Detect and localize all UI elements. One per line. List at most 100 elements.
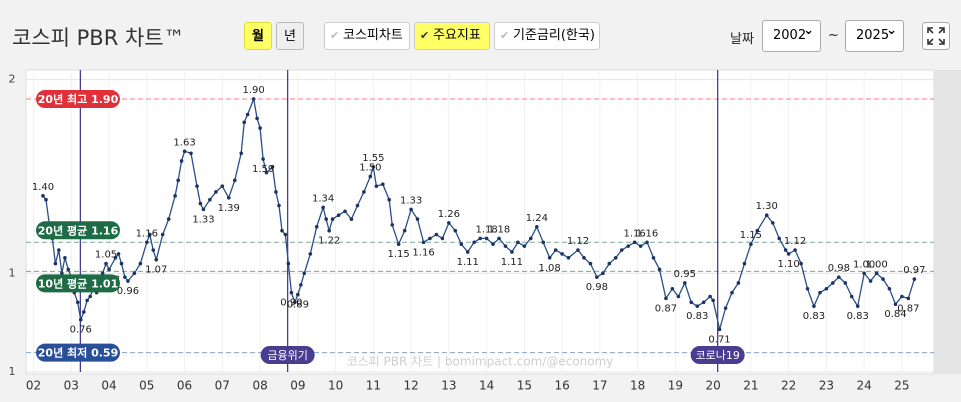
x-tick-label: 13 (441, 379, 456, 393)
reference-label: 20년 최고 1.90 (38, 92, 119, 106)
data-point (912, 277, 917, 281)
data-point (355, 203, 360, 208)
data-point (793, 248, 797, 252)
toggle[interactable]: 기준금리(한국) (494, 22, 600, 50)
data-point (104, 261, 108, 266)
data-point (818, 290, 822, 295)
value-label: 1.10 (778, 259, 800, 270)
data-point (849, 294, 854, 299)
data-point (380, 182, 385, 187)
data-point (510, 250, 514, 254)
data-point (547, 255, 552, 260)
data-point (44, 197, 48, 202)
data-point (396, 242, 401, 247)
value-label: 1.50 (359, 162, 381, 173)
data-point (459, 242, 464, 247)
data-point (255, 116, 259, 121)
toggle[interactable]: 주요지표 (414, 22, 490, 50)
x-tick-label: 24 (857, 379, 872, 393)
data-point (160, 232, 165, 237)
data-point (749, 242, 753, 247)
x-tick-label: 10 (328, 379, 343, 393)
data-point (742, 261, 747, 266)
value-label: 1.24 (526, 213, 548, 224)
data-point (195, 184, 199, 188)
data-point (258, 126, 262, 130)
data-point (465, 250, 470, 254)
date-to[interactable]: 2025 (845, 16, 904, 52)
data-point (831, 281, 835, 285)
value-label: 1.12 (784, 236, 806, 247)
data-point (368, 174, 373, 179)
value-label: 1.55 (362, 153, 384, 164)
data-point (528, 236, 533, 241)
data-point (242, 120, 247, 125)
value-label: 1.07 (145, 265, 167, 276)
data-point (113, 255, 118, 260)
data-point (777, 236, 782, 241)
data-point (588, 261, 593, 266)
data-point (198, 201, 203, 206)
data-point (484, 236, 489, 241)
data-point (239, 151, 244, 156)
x-tick-label: 09 (290, 379, 305, 393)
data-point (270, 164, 275, 169)
plot-area (25, 69, 935, 375)
data-point (402, 228, 407, 233)
data-point (277, 203, 281, 208)
data-point (764, 213, 769, 217)
x-tick-label: 02 (26, 379, 41, 393)
value-label: 1.90 (243, 85, 265, 96)
data-point (100, 271, 105, 276)
value-label: 0.84 (884, 309, 906, 320)
data-point (119, 261, 124, 266)
data-point (53, 261, 58, 266)
value-label: 1.12 (567, 236, 589, 247)
data-point (868, 279, 873, 283)
year-button[interactable]: 년 (276, 22, 304, 50)
data-point (645, 240, 649, 245)
x-tick-label: 11 (366, 379, 381, 393)
data-point (57, 248, 61, 252)
toggle[interactable]: 코스피차트 (324, 22, 410, 50)
month-button[interactable]: 월 (244, 22, 272, 50)
data-point (41, 194, 45, 198)
data-point (516, 240, 520, 245)
data-point (717, 327, 722, 332)
data-point (805, 286, 810, 291)
data-point (541, 240, 546, 245)
value-label: 0.89 (287, 300, 309, 311)
data-point (428, 236, 432, 241)
data-point (651, 255, 656, 260)
data-point (812, 304, 816, 308)
data-point (887, 286, 892, 291)
data-point (286, 261, 291, 266)
value-label: 1.08 (539, 263, 561, 274)
value-label: 1.33 (192, 214, 214, 225)
data-point (535, 225, 539, 229)
data-point (308, 252, 313, 256)
x-tick-label: 14 (479, 379, 494, 393)
data-point (553, 248, 558, 252)
reference-pill (36, 343, 120, 362)
x-tick-label: 15 (517, 379, 532, 393)
data-point (906, 296, 911, 301)
data-point (708, 294, 712, 299)
data-point (232, 178, 237, 183)
data-point (189, 151, 193, 156)
data-point (107, 267, 111, 272)
data-point (613, 255, 618, 260)
data-point (116, 252, 121, 256)
value-label: 0.98 (586, 282, 608, 293)
date-from[interactable]: 2002 (762, 16, 821, 52)
data-point (619, 248, 624, 252)
data-point (251, 97, 256, 101)
data-point (151, 248, 156, 252)
data-point (63, 255, 67, 260)
data-point (855, 304, 860, 308)
watermark: 코스피 PBR 차트 | bomimpact.com/@economy (347, 355, 614, 369)
x-tick-label: 22 (781, 379, 796, 393)
expand-button[interactable] (922, 22, 950, 50)
